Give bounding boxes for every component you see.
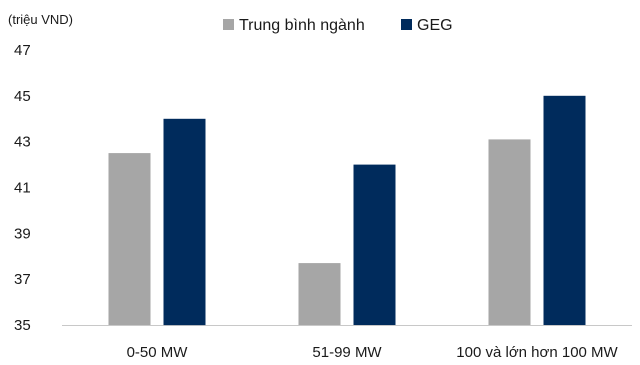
legend-label: Trung bình ngành <box>239 17 365 34</box>
x-category-label: 51-99 MW <box>312 344 382 361</box>
x-category-label: 0-50 MW <box>127 344 189 361</box>
bar-industry-average <box>488 139 531 325</box>
y-tick-label: 41 <box>14 180 31 197</box>
bar-industry-average <box>298 263 341 325</box>
y-tick-label: 39 <box>14 225 31 242</box>
bar-industry-average <box>108 153 151 325</box>
unit-label: (triệu VND) <box>8 12 73 27</box>
y-tick-label: 43 <box>14 134 31 151</box>
y-tick-label: 45 <box>14 88 31 105</box>
y-tick-label: 35 <box>14 317 31 334</box>
bar-geg <box>163 118 206 326</box>
y-axis-ticks: 35 37 39 41 43 45 47 <box>14 42 31 334</box>
bar-geg <box>353 164 396 325</box>
x-category-label: 100 và lớn hơn 100 MW <box>456 344 618 361</box>
x-axis-labels: 0-50 MW 51-99 MW 100 và lớn hơn 100 MW <box>127 344 619 361</box>
bar-geg <box>543 95 586 325</box>
legend: Trung bình ngành GEG <box>223 17 453 34</box>
legend-swatch <box>223 19 234 30</box>
legend-swatch <box>401 19 412 30</box>
bars <box>108 95 586 326</box>
y-tick-label: 37 <box>14 271 31 288</box>
legend-label: GEG <box>417 17 453 34</box>
y-tick-label: 47 <box>14 42 31 59</box>
